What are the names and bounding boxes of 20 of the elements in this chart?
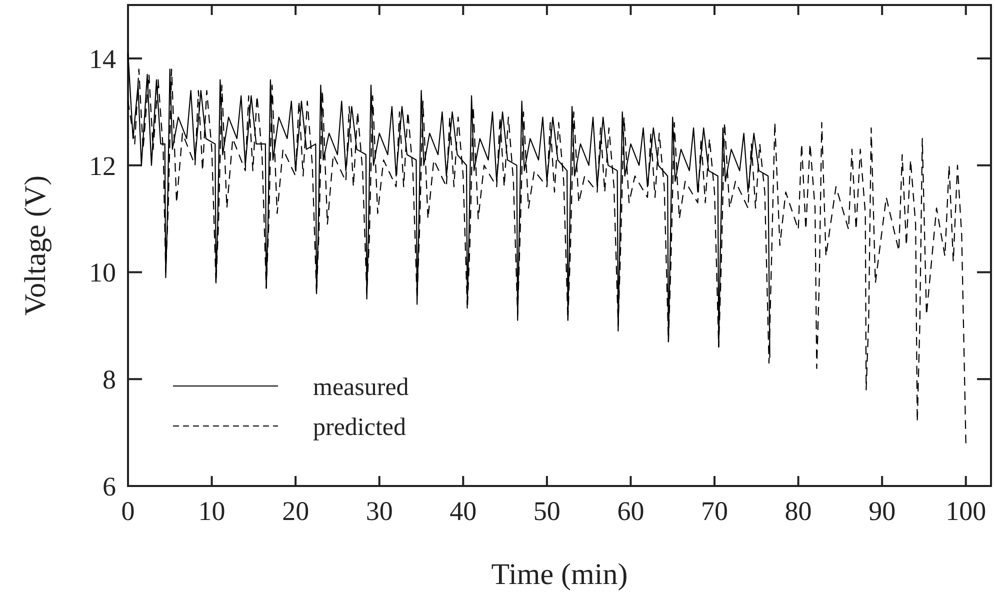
x-tick-label: 90 — [868, 496, 896, 526]
x-tick-label: 0 — [121, 496, 135, 526]
x-tick-label: 30 — [366, 496, 393, 526]
y-tick-label: 6 — [102, 471, 116, 502]
x-tick-label: 80 — [784, 496, 812, 526]
y-tick-label: 12 — [89, 150, 116, 181]
x-tick-label: 10 — [198, 496, 226, 526]
x-tick-label: 60 — [617, 496, 644, 526]
legend-label: measured — [313, 374, 410, 401]
x-tick-label: 20 — [282, 496, 310, 526]
x-tick-label: 100 — [946, 496, 986, 526]
x-axis-title: Time (min) — [491, 558, 628, 591]
x-tick-label: 50 — [533, 496, 560, 526]
y-axis-title: Voltage (V) — [19, 175, 52, 316]
x-tick-label: 70 — [701, 496, 728, 526]
y-tick-label: 10 — [89, 258, 116, 288]
y-tick-label: 14 — [89, 44, 116, 74]
y-tick-label: 8 — [102, 364, 116, 395]
x-tick-label: 40 — [450, 496, 477, 526]
legend-label: predicted — [313, 414, 407, 441]
